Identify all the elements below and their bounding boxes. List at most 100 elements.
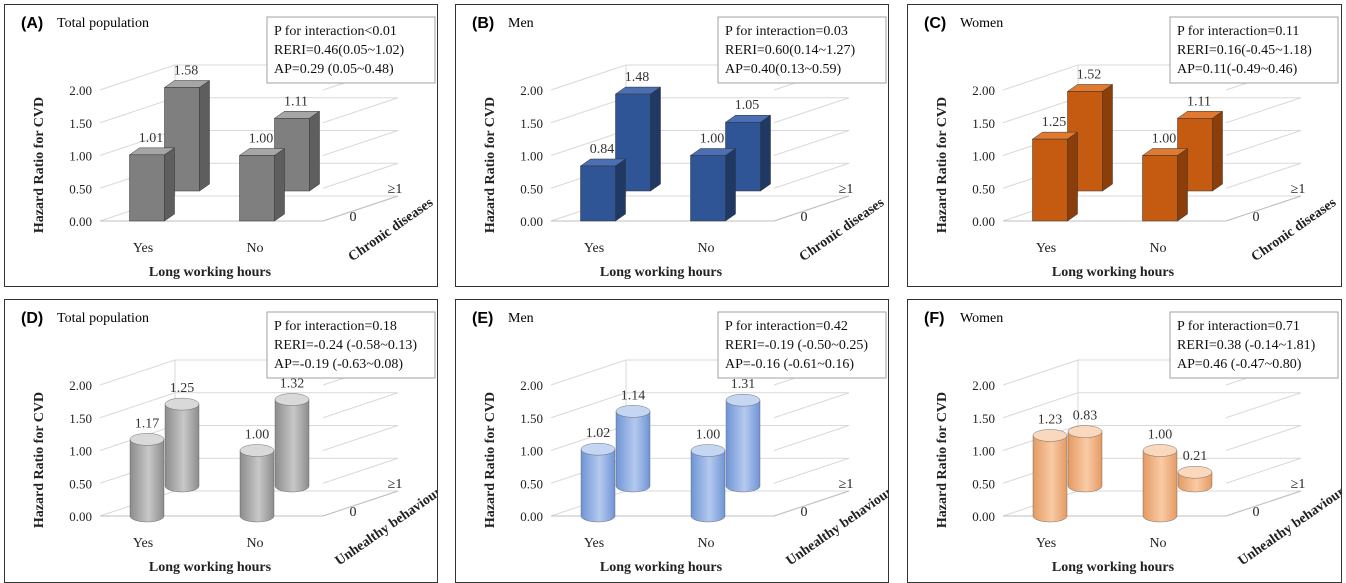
gridline [550, 392, 850, 419]
y-tick-label: 0.50 [69, 476, 92, 491]
bar-top [615, 405, 651, 418]
stats-box-frame [717, 16, 887, 84]
y-tick-label: 0.00 [520, 509, 543, 524]
chart-svg: 0.00 0.50 1.00 1.50 2.00 1.25 1.32 1.17 1.00 Yes N… [21, 310, 437, 575]
stats-line: RERI=0.60(0.14~1.27) [725, 43, 856, 58]
bar-side [1067, 131, 1078, 222]
panel-letter: (B) [472, 15, 494, 32]
bar-side [1102, 83, 1113, 192]
y-tick-label: 1.00 [972, 444, 995, 459]
bar [239, 155, 275, 222]
data-label: 0.84 [590, 142, 615, 157]
depth-label: ≥1 [1291, 477, 1306, 492]
bar [690, 155, 726, 222]
bar-top [274, 393, 310, 406]
floor-edge-right [773, 490, 850, 517]
panel-letter: (F) [924, 310, 944, 327]
y-tick-label: 1.00 [69, 444, 92, 459]
bars [579, 86, 772, 222]
bar-side [615, 158, 626, 222]
panel-letter: (D) [21, 310, 43, 327]
stats-line: P for interaction=0.18 [274, 319, 397, 334]
data-label: 1.00 [696, 428, 721, 443]
bar [1067, 431, 1103, 493]
chart-panel: 0.00 0.50 1.00 1.50 2.00 1.52 1.11 1.25 1.00 Yes N… [907, 4, 1342, 287]
stats-box-frame [717, 311, 887, 379]
floor-edge-right [322, 195, 399, 222]
bar [129, 439, 165, 523]
chart-svg: 0.00 0.50 1.00 1.50 2.00 1.52 1.11 1.25 1.00 Yes N… [924, 15, 1340, 280]
bar-top [1142, 444, 1178, 457]
x-axis-title: Long working hours [149, 560, 272, 575]
x-axis-title: Long working hours [600, 560, 723, 575]
y-axis-title: Hazard Ratio for CVD [935, 97, 950, 233]
floor-edge-right [1225, 490, 1302, 517]
bar [1142, 450, 1178, 523]
bar [580, 448, 616, 523]
depth-axis-title: Chronic diseases [346, 195, 437, 265]
data-label: 1.05 [735, 98, 760, 113]
stats-box-frame [266, 311, 436, 379]
bar-top [129, 433, 165, 446]
chart-svg: 0.00 0.50 1.00 1.50 2.00 0.83 0.21 1.23 1.00 Yes N… [924, 310, 1342, 575]
panel-title: Men [508, 311, 534, 326]
bars [1032, 425, 1213, 523]
data-label: 1.23 [1038, 412, 1063, 427]
panel-letter: (A) [21, 15, 43, 32]
x-category-label: Yes [584, 536, 604, 551]
stats-box: P for interaction<0.01 RERI=0.46(0.05~1.0… [266, 16, 436, 84]
y-tick-label: 1.00 [520, 444, 543, 459]
data-label: 1.58 [174, 64, 199, 79]
depth-label: ≥1 [388, 477, 403, 492]
y-tick-label: 0.00 [520, 214, 543, 229]
depth-label: ≥1 [1291, 182, 1306, 197]
stats-line: RERI=0.16(-0.45~1.18) [1177, 43, 1312, 58]
gridline [99, 392, 399, 419]
stats-box-frame [1169, 311, 1339, 379]
y-tick-label: 0.00 [69, 214, 92, 229]
data-label: 1.31 [731, 377, 756, 392]
depth-axis-title: Unhealthy behaviours [1236, 481, 1342, 569]
floor-edge-right [322, 490, 399, 517]
x-axis-title: Long working hours [149, 265, 272, 280]
y-tick-label: 1.50 [69, 116, 92, 131]
bar-top [1177, 466, 1213, 479]
y-axis-title: Hazard Ratio for CVD [935, 392, 950, 528]
y-tick-label: 2.00 [69, 83, 92, 98]
bar-top [580, 442, 616, 456]
chart-panel: 0.00 0.50 1.00 1.50 2.00 1.25 1.32 1.17 1.00 Yes N… [4, 299, 438, 583]
stats-line: P for interaction=0.11 [1177, 24, 1299, 39]
stats-box: P for interaction=0.18 RERI=-0.24 (-0.58~… [266, 311, 436, 379]
panel-title: Total population [57, 16, 149, 31]
depth-label: 0 [350, 210, 357, 225]
y-tick-label: 0.50 [520, 476, 543, 491]
data-label: 1.14 [621, 388, 646, 403]
y-tick-label: 2.00 [972, 83, 995, 98]
x-category-label: Yes [1036, 536, 1056, 551]
stats-line: AP=0.11(-0.49~0.46) [1177, 62, 1298, 77]
stats-box: P for interaction=0.11 RERI=0.16(-0.45~1.… [1169, 16, 1339, 84]
depth-axis-title: Unhealthy behaviours [784, 481, 889, 569]
y-tick-label: 0.50 [972, 476, 995, 491]
stats-line: RERI=-0.24 (-0.58~0.13) [274, 338, 417, 353]
y-tick-label: 0.50 [972, 181, 995, 196]
bar-top [239, 444, 275, 457]
bar-side [1212, 110, 1223, 192]
bar [690, 450, 726, 523]
stats-box: P for interaction=0.42 RERI=-0.19 (-0.50~… [717, 311, 887, 379]
data-label: 1.01 [139, 131, 164, 146]
data-label: 0.83 [1073, 409, 1098, 424]
panel-title: Women [960, 311, 1003, 326]
data-label: 1.17 [135, 416, 160, 431]
chart-panel: 0.00 0.50 1.00 1.50 2.00 1.58 1.11 1.01 1.00 Yes N… [4, 4, 438, 287]
depth-axis-title: Chronic diseases [1249, 195, 1340, 265]
data-label: 1.00 [700, 132, 725, 147]
depth-label: ≥1 [839, 182, 854, 197]
data-label: 1.52 [1077, 67, 1102, 82]
y-tick-label: 1.00 [520, 149, 543, 164]
data-label: 1.02 [586, 426, 611, 441]
bar [129, 154, 165, 222]
bars [580, 393, 761, 523]
y-tick-label: 0.00 [972, 214, 995, 229]
stats-line: P for interaction=0.03 [725, 24, 848, 39]
